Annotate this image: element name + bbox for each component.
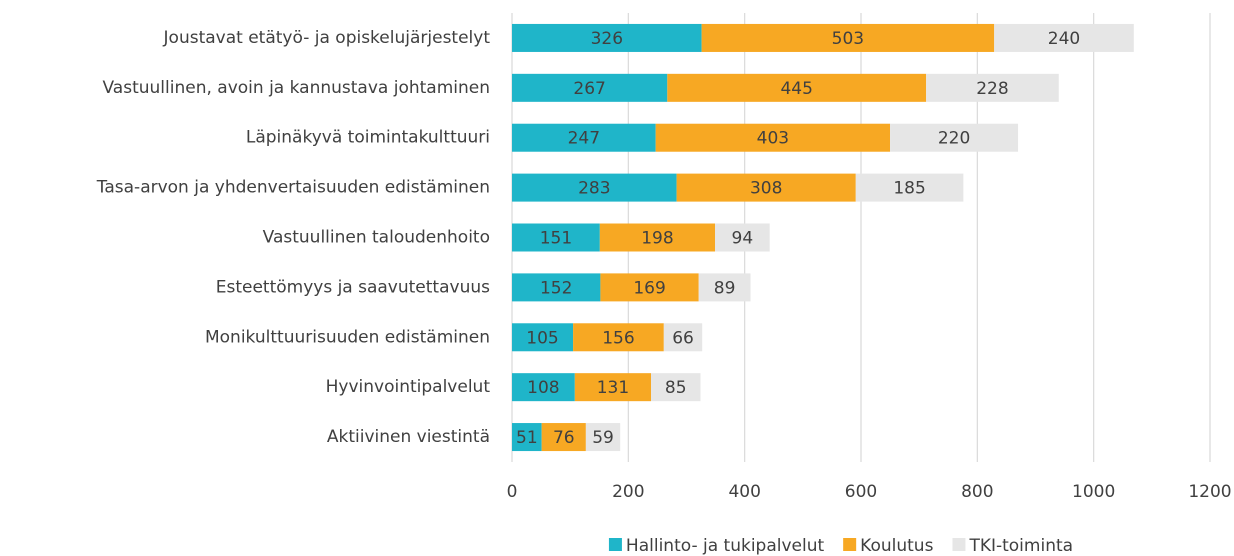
bar-segment bbox=[541, 423, 586, 452]
bar-segment bbox=[512, 423, 542, 452]
legend-swatch bbox=[843, 538, 857, 551]
data-label: 76 bbox=[553, 428, 575, 448]
data-label: 51 bbox=[516, 428, 538, 448]
data-label: 247 bbox=[568, 129, 600, 149]
bar-segment bbox=[512, 123, 656, 152]
bar-segment bbox=[574, 373, 652, 402]
bar-segment bbox=[512, 23, 702, 52]
bar-segment bbox=[715, 223, 770, 252]
y-tick-label: Hyvinvointipalvelut bbox=[326, 377, 491, 397]
data-label: 66 bbox=[672, 328, 694, 348]
bar-segment bbox=[599, 223, 716, 252]
data-label: 503 bbox=[832, 29, 864, 49]
bar-segment bbox=[655, 123, 891, 152]
x-tick-label: 0 bbox=[507, 482, 518, 502]
bar-segment bbox=[512, 173, 677, 202]
data-label: 283 bbox=[578, 179, 610, 199]
y-tick-label: Tasa-arvon ja yhdenvertaisuuden edistämi… bbox=[96, 178, 490, 198]
data-label: 220 bbox=[938, 129, 970, 149]
y-tick-label: Esteettömyys ja saavutettavuus bbox=[216, 277, 490, 297]
legend-label: Koulutus bbox=[860, 536, 933, 556]
data-label: 108 bbox=[527, 378, 559, 398]
y-tick-label: Läpinäkyvä toimintakulttuuri bbox=[246, 128, 490, 148]
data-label: 240 bbox=[1048, 29, 1080, 49]
bar-segment bbox=[667, 73, 927, 102]
bar-segment bbox=[512, 273, 601, 302]
data-label: 131 bbox=[597, 378, 629, 398]
bar-segment bbox=[890, 123, 1019, 152]
data-label: 59 bbox=[592, 428, 614, 448]
bar-segment bbox=[676, 173, 856, 202]
bar-segment bbox=[698, 273, 751, 302]
bar-segment bbox=[512, 73, 668, 102]
x-tick-label: 200 bbox=[612, 482, 644, 502]
bar-segment bbox=[651, 373, 701, 402]
x-tick-label: 600 bbox=[845, 482, 877, 502]
x-tick-label: 800 bbox=[961, 482, 993, 502]
bar-segment bbox=[600, 273, 699, 302]
x-tick-label: 1200 bbox=[1188, 482, 1231, 502]
data-label: 267 bbox=[573, 79, 605, 99]
data-label: 403 bbox=[757, 129, 789, 149]
legend-label: TKI-toiminta bbox=[968, 536, 1073, 556]
data-label: 445 bbox=[780, 79, 812, 99]
y-tick-label: Vastuullinen taloudenhoito bbox=[263, 228, 490, 248]
data-label: 85 bbox=[665, 378, 687, 398]
data-label: 152 bbox=[540, 278, 572, 298]
legend-swatch bbox=[952, 538, 966, 551]
bar-segment bbox=[926, 73, 1059, 102]
data-label: 326 bbox=[591, 29, 623, 49]
bar-segment bbox=[994, 23, 1134, 52]
bar-segment bbox=[512, 323, 574, 352]
data-label: 151 bbox=[540, 229, 572, 249]
y-tick-label: Joustavat etätyö- ja opiskelujärjestelyt bbox=[163, 28, 491, 48]
bar-segment bbox=[512, 223, 600, 252]
bar-segment bbox=[512, 373, 575, 402]
y-tick-label: Vastuullinen, avoin ja kannustava johtam… bbox=[103, 78, 491, 98]
data-label: 89 bbox=[714, 278, 736, 298]
y-tick-label: Aktiivinen viestintä bbox=[327, 427, 490, 447]
data-label: 228 bbox=[976, 79, 1008, 99]
data-label: 169 bbox=[633, 278, 665, 298]
data-label: 198 bbox=[641, 229, 673, 249]
bar-segment bbox=[663, 323, 703, 352]
legend-swatch bbox=[608, 538, 622, 551]
y-tick-label: Monikulttuurisuuden edistäminen bbox=[205, 327, 490, 347]
bar-segment bbox=[585, 423, 621, 452]
bar-segment bbox=[701, 23, 995, 52]
data-label: 308 bbox=[750, 179, 782, 199]
legend-label: Hallinto- ja tukipalvelut bbox=[626, 536, 825, 556]
x-tick-label: 400 bbox=[728, 482, 760, 502]
data-label: 94 bbox=[732, 229, 754, 249]
bar-segment bbox=[573, 323, 664, 352]
x-tick-label: 1000 bbox=[1072, 482, 1115, 502]
data-label: 156 bbox=[602, 328, 634, 348]
data-label: 105 bbox=[526, 328, 558, 348]
bar-segment bbox=[855, 173, 964, 202]
data-label: 185 bbox=[893, 179, 925, 199]
